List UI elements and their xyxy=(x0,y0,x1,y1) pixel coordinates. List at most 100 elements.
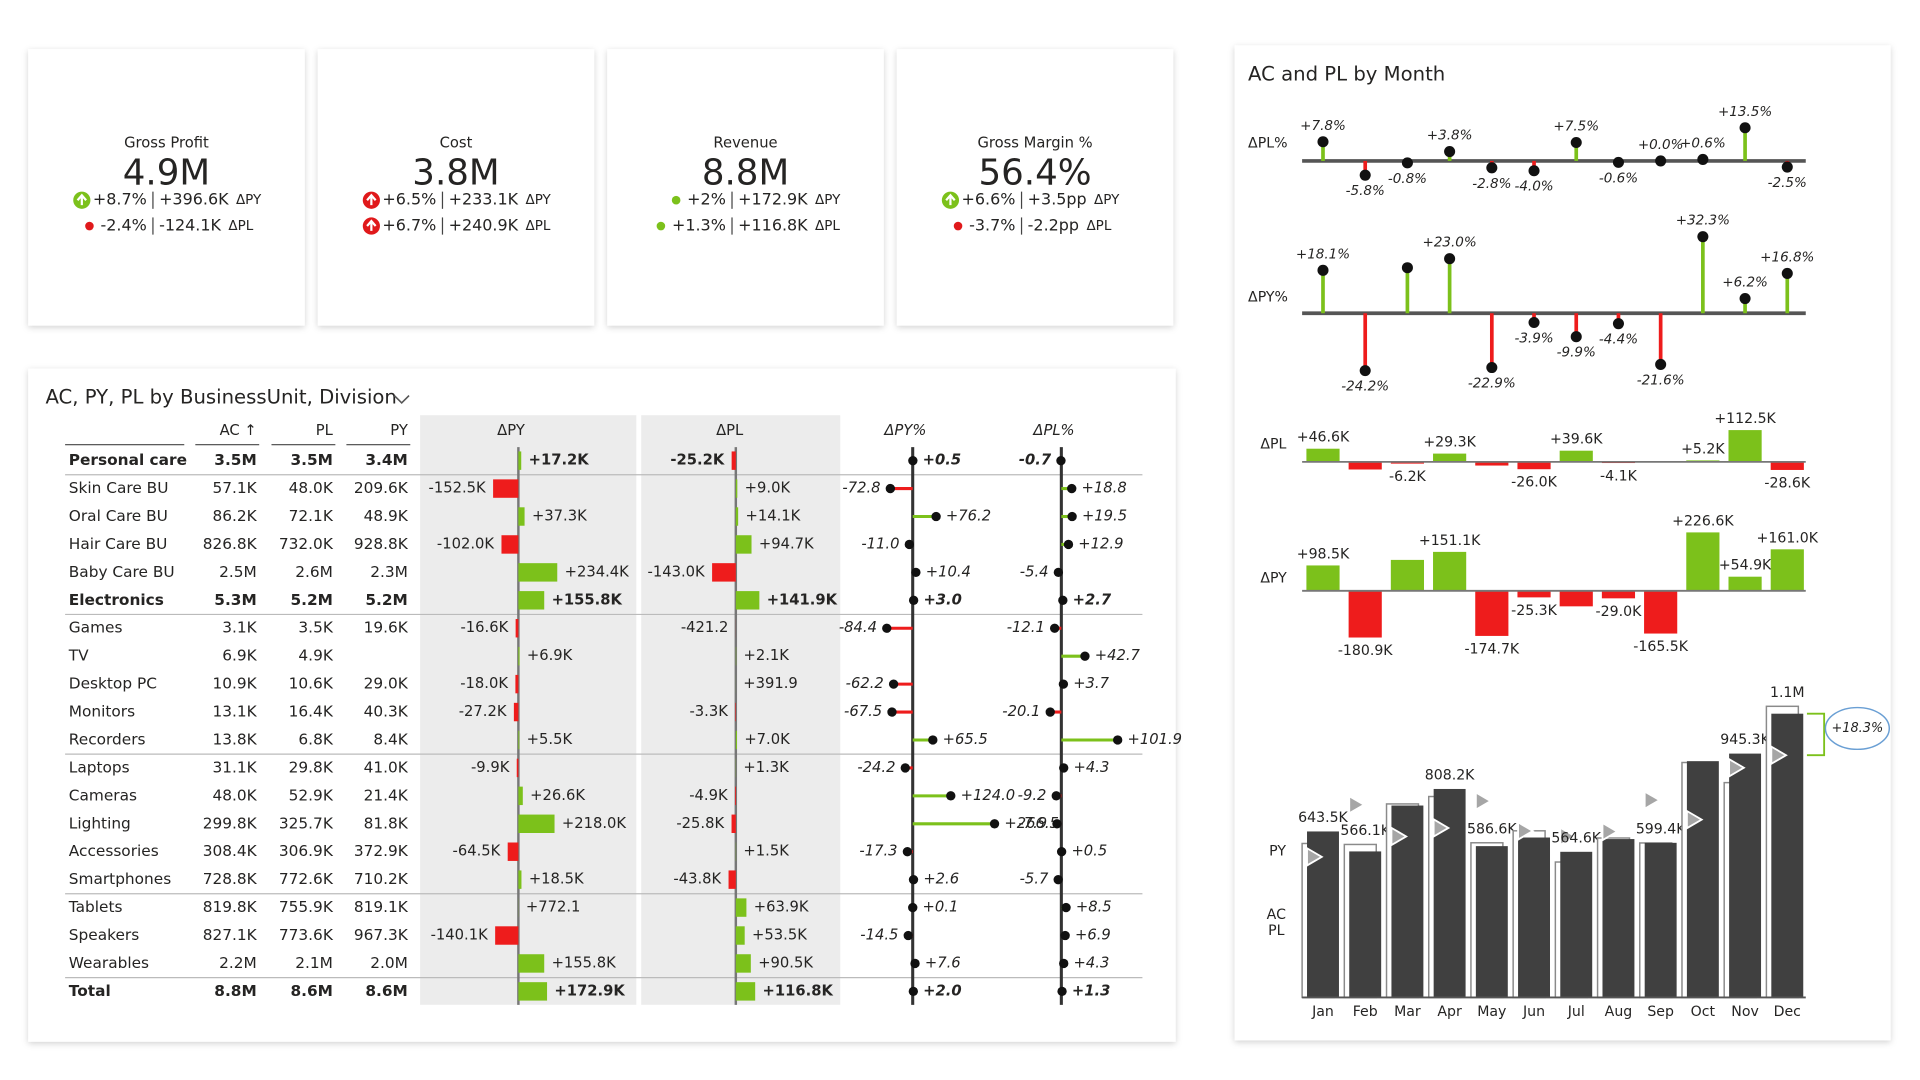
kpi-abs: +116.8K xyxy=(738,216,808,235)
data-label: 599.4K xyxy=(1636,821,1686,837)
py-marker xyxy=(1390,826,1409,847)
lollipop-dot xyxy=(1059,958,1069,969)
cell: 31.1K xyxy=(213,758,258,776)
row-name: Electronics xyxy=(69,591,164,609)
variance-label: +155.8K xyxy=(552,954,617,971)
py-marker xyxy=(1601,821,1620,842)
data-label: +16.8% xyxy=(1760,249,1814,265)
bar xyxy=(1770,549,1804,591)
column-shade xyxy=(420,415,637,1005)
variance-label: +90.5K xyxy=(758,954,813,971)
py-marker xyxy=(1306,846,1324,868)
cell: 8.6M xyxy=(365,982,407,1000)
row-name: Recorders xyxy=(69,730,146,748)
bar xyxy=(1475,461,1509,466)
variance-bracket xyxy=(1806,712,1826,757)
column-header: ΔPY xyxy=(497,422,526,439)
bar xyxy=(1686,532,1720,591)
x-tick-label: Sep xyxy=(1647,1004,1674,1020)
lollipop-dot xyxy=(882,623,892,633)
py-marker xyxy=(1643,789,1662,811)
data-label: +46.6K xyxy=(1297,430,1350,446)
variance-label: +42.7 xyxy=(1095,647,1141,664)
variance-label: +266.5 xyxy=(1004,815,1059,832)
ac-column xyxy=(1475,846,1508,998)
cell: 40.3K xyxy=(364,703,409,721)
cell: 86.2K xyxy=(213,507,258,525)
x-tick-label: Jul xyxy=(1567,1004,1585,1020)
column-header: PY xyxy=(390,422,409,439)
cell: 21.4K xyxy=(364,786,409,804)
lollipop-dot xyxy=(900,763,910,773)
lollipop-dot xyxy=(1655,155,1667,167)
variance-label: +0.1 xyxy=(923,899,959,916)
variance-label: +18.8 xyxy=(1082,480,1127,497)
lollipop-dot xyxy=(1528,165,1540,177)
kpi-title: Cost xyxy=(440,135,473,152)
cell: 57.1K xyxy=(213,479,258,497)
variance-label: +3.0 xyxy=(923,591,961,608)
variance-label: -9.2 xyxy=(1018,787,1047,804)
variance-label: -4.9K xyxy=(689,787,728,804)
data-label: 643.5K xyxy=(1298,810,1348,826)
cell: 773.6K xyxy=(279,926,334,944)
lollipop-dot xyxy=(1063,539,1074,550)
py-marker xyxy=(1348,794,1366,815)
cell: 10.6K xyxy=(289,675,334,693)
lollipop-dot xyxy=(1057,986,1067,997)
kpi-abs: +233.1K xyxy=(449,190,519,209)
x-tick-label: Dec xyxy=(1774,1004,1801,1020)
cell: 52.9K xyxy=(289,786,334,804)
cell: 2.2M xyxy=(219,954,257,972)
lollipop-dot xyxy=(1359,169,1371,181)
cell: 8.6M xyxy=(290,982,332,1000)
data-label: -165.5K xyxy=(1633,639,1688,655)
lollipop-dot xyxy=(931,511,941,522)
row-name: Skin Care BU xyxy=(69,479,169,497)
variance-label: -102.0K xyxy=(437,535,494,552)
lollipop-dot xyxy=(1051,791,1061,801)
variance-bar xyxy=(518,982,548,1001)
variance-bar xyxy=(501,535,519,554)
variance-label: +8.5 xyxy=(1076,899,1112,916)
dropdown-chevron[interactable] xyxy=(393,394,410,405)
legend-label: PL xyxy=(1268,923,1285,939)
kpi-pct: +6.6% xyxy=(961,190,1015,209)
ac-column xyxy=(1518,837,1551,998)
variance-bar xyxy=(731,451,736,470)
kpi-card xyxy=(607,49,884,326)
column-header: PL xyxy=(316,422,334,439)
lollipop-dot xyxy=(1053,567,1064,578)
bar xyxy=(1390,559,1424,591)
cell: 3.5K xyxy=(298,619,333,637)
row-name: Accessories xyxy=(69,842,159,860)
variance-label: +17.2K xyxy=(529,452,590,469)
cell: 819.1K xyxy=(354,898,409,916)
lollipop-dot xyxy=(1067,483,1077,494)
cell: 819.8K xyxy=(203,898,258,916)
kpi-label: ΔPY xyxy=(815,192,841,208)
variance-label: +94.7K xyxy=(759,535,814,552)
lollipop-dot xyxy=(989,819,1000,829)
cell: 81.8K xyxy=(364,814,409,832)
variance-label: -62.2 xyxy=(846,675,884,692)
cell: 3.5M xyxy=(290,451,332,469)
row-name: Monitors xyxy=(69,703,135,721)
cell: 732.0K xyxy=(279,535,334,553)
kpi-label: ΔPY xyxy=(236,192,262,208)
x-tick-label: Jan xyxy=(1311,1004,1334,1020)
cell: 48.0K xyxy=(213,786,258,804)
row-name: Wearables xyxy=(69,954,149,972)
variance-label: -7.9 xyxy=(1018,815,1047,832)
variance-bar xyxy=(728,870,736,889)
legend-label: AC xyxy=(1267,907,1286,923)
variance-bar xyxy=(495,926,519,945)
variance-bar xyxy=(518,814,555,833)
lollipop-dot xyxy=(1528,316,1540,329)
ac-column xyxy=(1729,753,1762,998)
variance-label: +76.2 xyxy=(946,508,991,525)
kpi-title: Gross Margin % xyxy=(977,135,1092,152)
data-label: +226.6K xyxy=(1672,513,1734,529)
variance-label: +6.9K xyxy=(527,647,573,664)
lollipop-dot xyxy=(1781,161,1793,173)
